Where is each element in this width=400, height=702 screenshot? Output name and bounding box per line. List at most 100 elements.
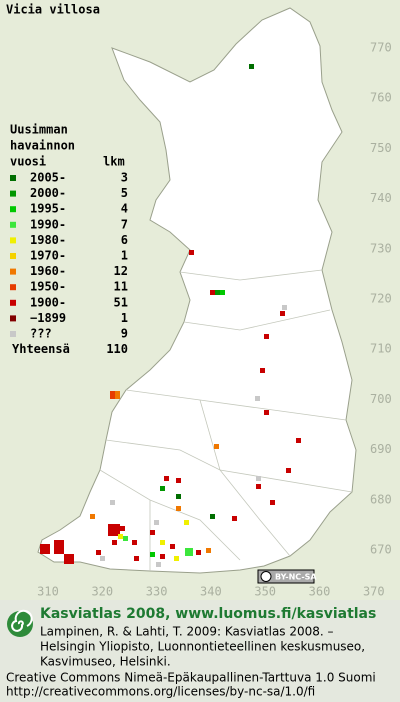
legend-count: 4	[121, 202, 128, 216]
grid-y-label: 750	[370, 141, 392, 155]
finland-outline	[37, 7, 357, 574]
square	[220, 290, 225, 295]
square	[108, 524, 120, 536]
legend-swatch	[10, 221, 16, 228]
grid-y-label: 680	[370, 492, 392, 506]
legend-count: 6	[121, 233, 128, 247]
square	[256, 476, 261, 481]
square	[40, 544, 50, 554]
square	[150, 552, 155, 557]
legend-label: 1970-	[30, 249, 66, 263]
grid-x-label: 320	[91, 585, 113, 599]
citation-line: Helsingin Yliopisto, Luonnontieteellinen…	[40, 640, 365, 654]
square	[206, 548, 211, 553]
legend-count: 12	[114, 264, 128, 278]
grid-labels: 770 760 750 740 730 720 710 700 690 680 670 310 320 3…	[37, 41, 392, 599]
square	[286, 468, 291, 473]
legend-heading: Uusimman	[10, 123, 68, 137]
legend-swatch	[10, 331, 16, 337]
legend-swatch	[10, 268, 16, 275]
grid-y-label: 730	[370, 241, 392, 255]
region-borders	[99, 269, 353, 571]
square	[96, 550, 101, 555]
grid-y-label: 690	[370, 442, 392, 456]
grid-y-label: 720	[370, 292, 392, 306]
grid-x-label: 310	[37, 585, 59, 599]
square	[115, 391, 120, 399]
legend-total: 110	[106, 342, 128, 356]
square	[156, 562, 161, 567]
legend-total-label: Yhteensä	[12, 342, 70, 356]
square	[210, 290, 215, 295]
square	[110, 391, 115, 399]
square	[164, 476, 169, 481]
license-line: Creative Commons Nimeä-Epäkaupallinen-Ta…	[6, 671, 376, 685]
kasviatlas-logo	[7, 609, 33, 637]
license-line: http://creativecommons.org/licenses/by-n…	[6, 685, 315, 699]
legend-count: 11	[114, 280, 128, 294]
license-badge: BY-NC-SA	[257, 569, 317, 584]
grid-x-label: 340	[200, 585, 222, 599]
badge-box	[257, 569, 315, 584]
legend-label: 1980-	[30, 233, 66, 247]
legend-count: 9	[121, 327, 128, 341]
legend-swatch	[10, 284, 16, 291]
legend-label: 2000-	[30, 186, 66, 200]
square	[160, 554, 165, 559]
grid-y-label: 670	[370, 543, 392, 557]
square	[264, 410, 269, 415]
grid-y-label: 740	[370, 191, 392, 205]
square	[264, 334, 269, 339]
map-title: Vicia villosa	[6, 3, 100, 17]
legend-swatch	[10, 237, 16, 244]
square	[196, 550, 201, 555]
square	[296, 438, 301, 443]
square	[160, 540, 165, 545]
legend-swatch	[10, 253, 16, 259]
citation-line: Lampinen, R. & Lahti, T. 2009: Kasviatla…	[40, 625, 334, 639]
square	[176, 494, 181, 499]
grid-y-label: 770	[370, 41, 392, 55]
square	[154, 520, 159, 525]
square	[100, 556, 105, 561]
square	[112, 540, 117, 545]
legend-label: ???	[30, 327, 52, 341]
legend-count: 3	[121, 171, 128, 185]
grid-y-label: 700	[370, 392, 392, 406]
grid-y-label: 710	[370, 342, 392, 356]
square	[110, 500, 115, 505]
legend-label: 1990-	[30, 217, 66, 231]
square	[249, 64, 254, 69]
square	[280, 311, 285, 316]
square	[120, 526, 125, 531]
legend-heading: vuosi	[10, 155, 46, 169]
legend-label: 1960-	[30, 264, 66, 278]
square	[215, 290, 220, 295]
square	[118, 534, 123, 539]
square	[174, 556, 179, 561]
square	[160, 486, 165, 491]
footer-brand: Kasviatlas 2008, www.luomus.fi/kasviatla…	[40, 606, 376, 622]
grid-x-label: 330	[146, 585, 168, 599]
legend-label: 1950-	[30, 280, 66, 294]
square	[189, 250, 194, 255]
grid-y-label: 760	[370, 91, 392, 105]
citation-line: Kasvimuseo, Helsinki.	[40, 655, 171, 669]
legend-swatch	[10, 175, 16, 181]
square	[150, 530, 155, 535]
legend-label: 1900-	[30, 295, 66, 309]
square	[176, 506, 181, 511]
square	[90, 514, 95, 519]
square	[64, 554, 74, 564]
legend-label: 2005-	[30, 171, 66, 185]
square	[260, 368, 265, 373]
legend-swatch	[10, 190, 16, 197]
square	[54, 540, 64, 554]
legend-swatch	[10, 206, 16, 213]
square	[123, 536, 128, 541]
legend-heading: havainnon	[10, 139, 75, 153]
square	[132, 540, 137, 545]
logo-spiral	[11, 609, 33, 632]
